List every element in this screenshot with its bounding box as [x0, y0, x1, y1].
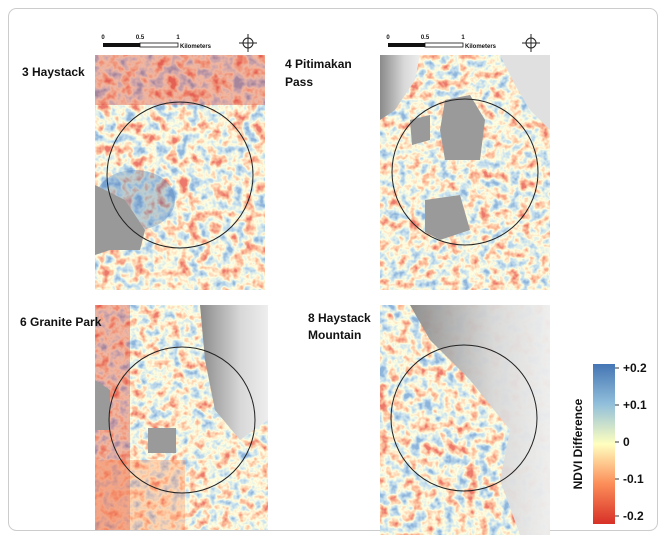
scale-label: 1 [461, 35, 465, 41]
map-panel [95, 305, 268, 530]
scale-label: 0 [101, 35, 105, 41]
figure: 3 Haystack 4 Pitimakan Pass 6 Granite Pa… [0, 0, 665, 537]
map-panel [380, 55, 550, 290]
legend-tick-label: -0.1 [623, 472, 644, 486]
panel-label: 8 Haystack [308, 311, 371, 325]
scale-label: 0.5 [421, 35, 430, 41]
map-panel [380, 305, 550, 535]
legend-title: NDVI Difference [571, 398, 585, 489]
legend-tick-label: 0 [623, 435, 630, 449]
legend-tick-label: +0.2 [623, 361, 647, 375]
scale-unit: Kilometers [465, 44, 497, 50]
scale-label: 1 [176, 35, 180, 41]
panel-label: Mountain [308, 328, 361, 342]
map-panel [95, 55, 265, 290]
scale-label: 0.5 [136, 35, 145, 41]
scale-unit: Kilometers [180, 44, 212, 50]
panel-label: 6 Granite Park [20, 315, 102, 329]
panel-label: 4 Pitimakan [285, 57, 352, 71]
legend-tick-label: +0.1 [623, 398, 647, 412]
scale-bar [103, 43, 463, 47]
panel-label: Pass [285, 75, 313, 89]
panel-label: 3 Haystack [22, 65, 85, 79]
legend-tick-label: -0.2 [623, 509, 644, 523]
color-bar [593, 364, 615, 524]
legend-ticks: +0.2 +0.1 0 -0.1 -0.2 [615, 361, 647, 523]
scale-label: 0 [386, 35, 390, 41]
